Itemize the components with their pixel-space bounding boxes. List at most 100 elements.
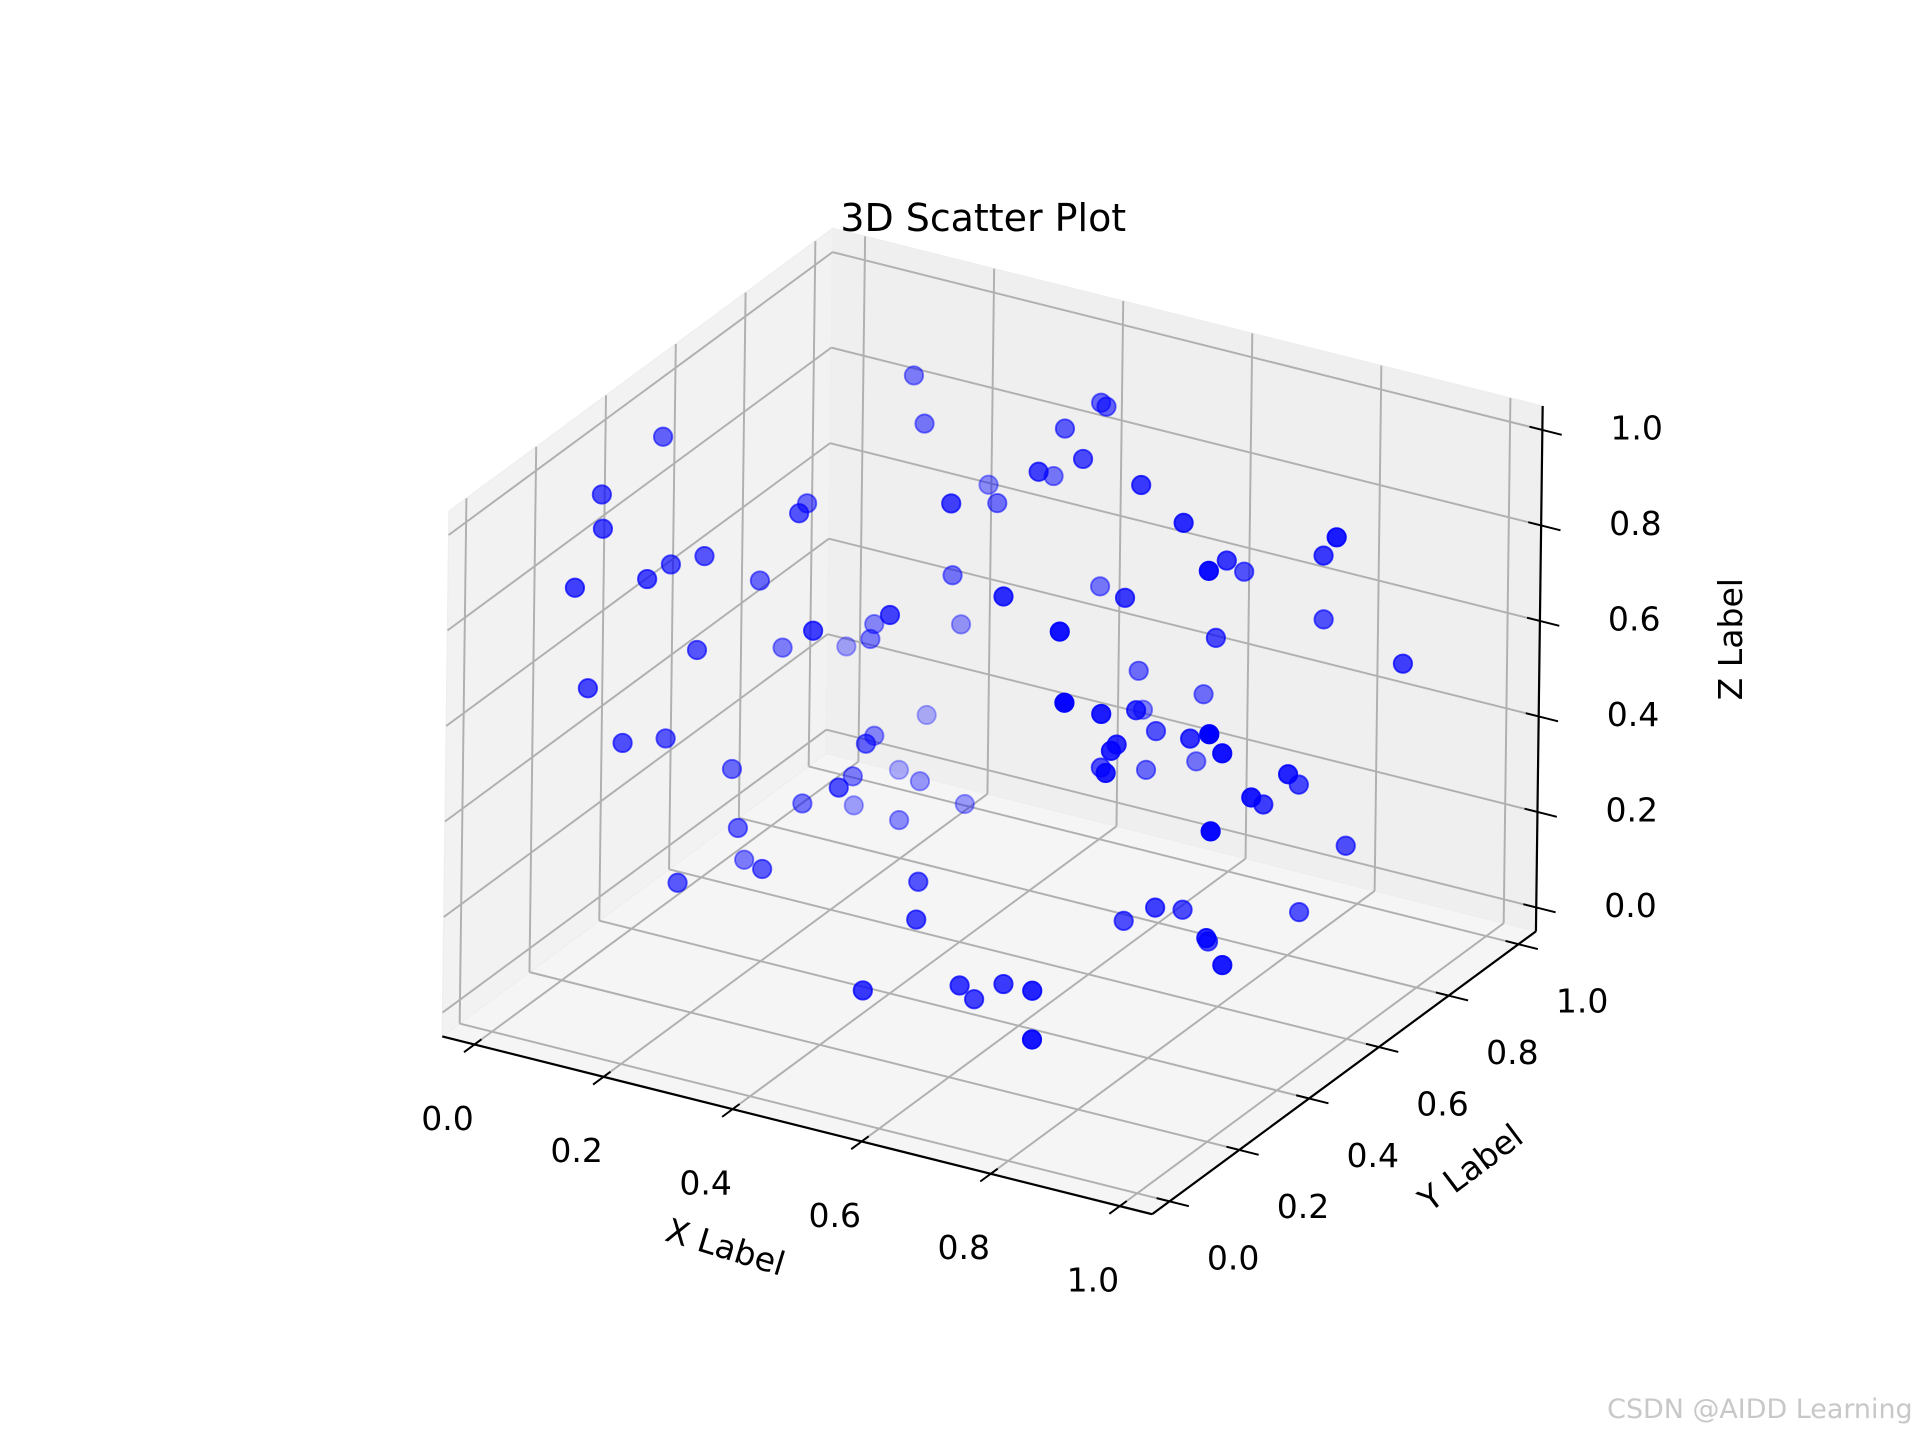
z-tick [1524,807,1558,818]
point [889,809,910,831]
point [828,777,849,798]
y-tick-label: 1.0 [1556,981,1609,1020]
x-tick [979,1167,999,1183]
x-tick-label: 0.4 [679,1164,732,1203]
point [803,620,824,641]
grid-line [441,728,827,1014]
y-tick [1226,1145,1259,1156]
point [772,637,793,658]
point [694,545,715,567]
point [1089,576,1111,597]
point [660,554,682,575]
point [1126,700,1147,721]
point [1186,751,1207,772]
y-tick [1295,1094,1329,1105]
z-tick [1527,521,1561,532]
point [1135,759,1157,780]
point [1200,821,1221,842]
y-tick [1435,991,1469,1002]
point [1212,955,1233,976]
point [942,565,963,586]
point [686,639,708,661]
grid-line [826,728,1537,909]
z-tick-label: 0.0 [1604,886,1657,925]
point [916,704,937,726]
point [941,493,962,514]
point [1100,740,1122,761]
x-tick-label: 0.8 [938,1228,991,1267]
x-tick-label: 0.0 [421,1099,474,1138]
point [1054,418,1076,439]
x-tick [463,1038,483,1053]
y-tick-label: 0.2 [1277,1187,1330,1226]
point [855,733,877,754]
grid-line [738,816,1449,997]
point [637,568,658,590]
grid-line [732,825,1118,1110]
point [949,975,970,996]
point [1145,721,1167,742]
points [564,365,1414,1050]
grid-line [458,498,468,1024]
point [1173,512,1194,534]
point [879,604,901,626]
point [1212,743,1233,764]
x-tick [592,1070,612,1086]
point [1313,609,1334,630]
y-tick-label: 0.8 [1486,1033,1539,1072]
point [592,518,614,539]
point [564,577,586,598]
grid-line [831,346,1542,527]
point [1128,660,1149,681]
point [749,570,771,591]
point [1049,621,1070,642]
y-tick-label: 0.4 [1346,1136,1399,1175]
panes [440,227,1544,1215]
grid-line [446,346,832,632]
grid-line [668,343,677,870]
point [1205,627,1226,648]
point [860,628,881,650]
point [1145,897,1166,918]
grid-line [528,446,538,973]
x-tick [1108,1200,1128,1215]
grid-line [832,251,1543,431]
point [1043,465,1064,487]
point [1289,902,1310,923]
point [1199,724,1220,745]
point [954,793,975,815]
point [1021,1029,1043,1050]
grid-line [1502,397,1512,924]
point [1253,794,1274,815]
z-tick-label: 0.8 [1609,504,1662,543]
point [1335,835,1356,856]
grid-line [602,793,989,1078]
point [836,636,857,657]
point [789,503,810,524]
z-tick [1523,903,1556,914]
point [1132,699,1154,720]
point [1216,550,1237,571]
point [1326,527,1347,548]
point [903,365,925,386]
y-tick [1365,1042,1399,1053]
point [1172,899,1193,920]
point [652,426,674,447]
point [734,849,755,870]
point [1022,980,1043,1001]
point [864,614,885,635]
z-tick-label: 0.4 [1607,695,1660,734]
z-tick-label: 0.6 [1608,599,1661,638]
z-axis-line [1534,406,1544,932]
y-axis-label: Y Label [1410,1116,1530,1220]
point [964,989,985,1010]
point [987,493,1008,514]
point [908,871,929,892]
point [1197,931,1219,952]
point [978,474,999,495]
point [914,413,935,434]
y-tick-label: 0.0 [1207,1239,1260,1278]
y-tick-label: 0.6 [1416,1084,1469,1123]
grid-line [1244,333,1254,859]
